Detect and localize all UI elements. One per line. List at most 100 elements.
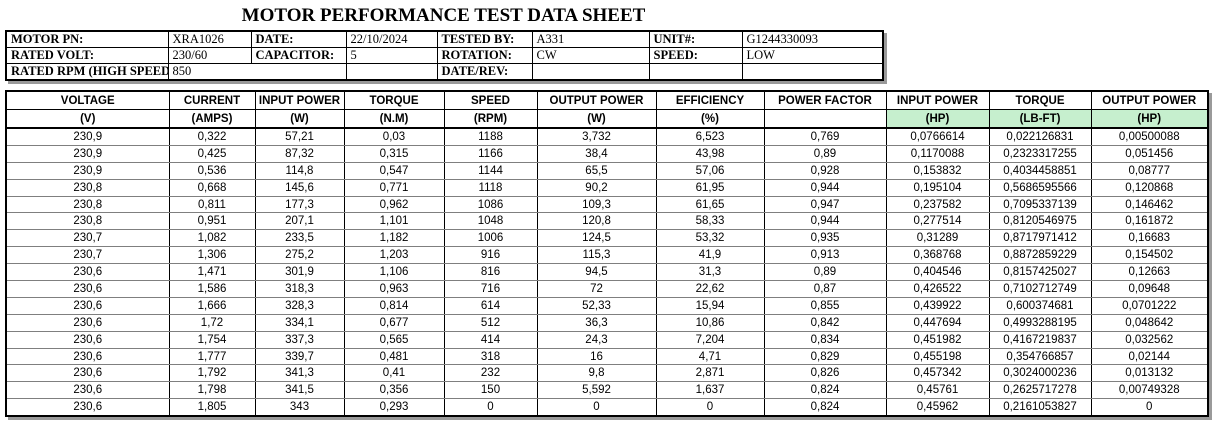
cell-input-power: 0,237582 <box>885 195 990 214</box>
cell-voltage: 230,6 <box>5 296 170 315</box>
info-value-a331: A331 <box>531 30 650 48</box>
table-row: 230,7 1,082 233,5 1,182 1006 124,5 53,32 0,935 0… <box>5 229 1209 248</box>
cell-speed: 614 <box>443 296 538 315</box>
table-row: 230,8 0,668 145,6 0,771 1118 90,2 61,95 0,944 0,… <box>5 178 1209 197</box>
cell-torque: 0,7095337139 <box>988 195 1092 214</box>
cell-power-factor: 0,928 <box>763 161 887 180</box>
info-value-g1244330093: G1244330093 <box>741 30 884 48</box>
cell-input-power: 114,8 <box>254 161 345 180</box>
cell-output-power: 0,154502 <box>1090 246 1209 265</box>
info-value-230-60: 230/60 <box>167 47 252 64</box>
cell-input-power: 57,21 <box>254 126 345 146</box>
col-header-current-2: CURRENT <box>168 90 256 110</box>
cell-torque: 0,354766857 <box>988 347 1092 366</box>
cell-voltage: 230,7 <box>5 229 170 248</box>
cell-efficiency: 15,94 <box>655 296 765 315</box>
cell-current: 0,425 <box>168 144 256 163</box>
cell-current: 1,082 <box>168 229 256 248</box>
col-header-voltage-1: VOLTAGE <box>5 90 170 110</box>
cell-current: 0,951 <box>168 212 256 231</box>
cell-torque: 0,3024000236 <box>988 364 1092 383</box>
cell-torque: 0,963 <box>343 280 445 298</box>
cell-current: 1,792 <box>168 364 256 383</box>
table-row: 230,6 1,666 328,3 0,814 614 52,33 15,94 0,855 0,… <box>5 296 1209 315</box>
cell-efficiency: 31,3 <box>655 263 765 282</box>
cell-power-factor: 0,834 <box>763 330 887 349</box>
cell-efficiency: 53,32 <box>655 229 765 248</box>
cell-output-power: 16 <box>536 347 657 366</box>
cell-torque: 0,547 <box>343 161 445 180</box>
cell-input-power: 0,45962 <box>885 398 990 417</box>
cell-speed: 1118 <box>443 178 538 197</box>
cell-output-power: 0,051456 <box>1090 144 1209 163</box>
cell-input-power: 301,9 <box>254 263 345 282</box>
cell-output-power: 0,146462 <box>1090 195 1209 214</box>
col-header-speed-5: SPEED <box>443 90 538 110</box>
cell-torque: 0,481 <box>343 347 445 366</box>
cell-output-power: 0,161872 <box>1090 212 1209 231</box>
cell-input-power: 0,439922 <box>885 296 990 315</box>
cell-input-power: 233,5 <box>254 229 345 248</box>
info-value-empty <box>648 63 743 81</box>
cell-torque: 0,677 <box>343 313 445 332</box>
info-value-empty <box>345 63 438 81</box>
table-row: 230,6 1,777 339,7 0,481 318 16 4,71 0,829 0,4551… <box>5 347 1209 366</box>
cell-efficiency: 41,9 <box>655 246 765 265</box>
cell-output-power: 0,12663 <box>1090 263 1209 282</box>
info-label-unit: UNIT#: <box>648 30 743 48</box>
cell-output-power: 90,2 <box>536 178 657 197</box>
table-row: 230,6 1,586 318,3 0,963 716 72 22,62 0,87 0,4265… <box>5 280 1209 298</box>
info-label-rotation: ROTATION: <box>436 47 533 64</box>
col-unit-current-2: (AMPS) <box>168 109 256 129</box>
cell-power-factor: 0,89 <box>763 263 887 282</box>
cell-efficiency: 6,523 <box>655 126 765 146</box>
cell-input-power: 0,447694 <box>885 313 990 332</box>
cell-output-power: 0,16683 <box>1090 229 1209 248</box>
col-unit-torque-10: (LB-FT) <box>988 109 1092 129</box>
cell-input-power: 0,404546 <box>885 263 990 282</box>
col-unit-voltage-1: (V) <box>5 109 170 129</box>
cell-power-factor: 0,89 <box>763 144 887 163</box>
table-row: 230,6 1,471 301,9 1,106 816 94,5 31,3 0,89 0,404… <box>5 263 1209 282</box>
col-header-efficiency-7: EFFICIENCY <box>655 90 765 110</box>
cell-torque: 0,600374681 <box>988 296 1092 315</box>
table-row: 230,6 1,805 343 0,293 0 0 0 0,824 0,45962 0,21610… <box>5 398 1209 417</box>
cell-input-power: 207,1 <box>254 212 345 231</box>
cell-power-factor: 0,824 <box>763 398 887 417</box>
cell-output-power: 38,4 <box>536 144 657 163</box>
cell-output-power: 0,120868 <box>1090 178 1209 197</box>
info-value-5: 5 <box>345 47 438 64</box>
info-row: MOTOR PN: XRA1026 DATE: 22/10/2024 TESTED BY… <box>5 30 884 48</box>
col-unit-output-power-11: (HP) <box>1090 109 1209 129</box>
cell-speed: 1166 <box>443 144 538 163</box>
cell-speed: 512 <box>443 313 538 332</box>
cell-output-power: 0,02144 <box>1090 347 1209 366</box>
cell-efficiency: 61,65 <box>655 195 765 214</box>
col-unit-efficiency-7: (%) <box>655 109 765 129</box>
cell-current: 1,666 <box>168 296 256 315</box>
cell-speed: 916 <box>443 246 538 265</box>
cell-speed: 150 <box>443 381 538 400</box>
table-row: 230,9 0,425 87,32 0,315 1166 38,4 43,98 0,89 0,1… <box>5 144 1209 163</box>
info-value-empty <box>741 63 884 81</box>
col-header-output-power-6: OUTPUT POWER <box>536 90 657 110</box>
cell-voltage: 230,6 <box>5 398 170 417</box>
col-header-output-power-11: OUTPUT POWER <box>1090 90 1209 110</box>
cell-input-power: 0,195104 <box>885 178 990 197</box>
col-header-input-power-3: INPUT POWER <box>254 90 345 110</box>
cell-output-power: 94,5 <box>536 263 657 282</box>
cell-speed: 816 <box>443 263 538 282</box>
cell-output-power: 0,00749328 <box>1090 381 1209 400</box>
info-label-motor-pn: MOTOR PN: <box>5 30 169 48</box>
cell-output-power: 0,048642 <box>1090 313 1209 332</box>
cell-efficiency: 0 <box>655 398 765 417</box>
col-unit-torque-4: (N.M) <box>343 109 445 129</box>
info-label-speed: SPEED: <box>648 47 743 64</box>
cell-efficiency: 43,98 <box>655 144 765 163</box>
cell-output-power: 9,8 <box>536 364 657 383</box>
column-unit-row: (V) (AMPS) (W) (N.M) (RPM) (W) (%) (HP) (LB-FT)(… <box>5 109 1209 129</box>
performance-data-table: VOLTAGE CURRENT INPUT POWER TORQUE SPEED OUTP… <box>5 90 1209 418</box>
table-row: 230,7 1,306 275,2 1,203 916 115,3 41,9 0,913 0,3… <box>5 246 1209 265</box>
cell-torque: 0,8717971412 <box>988 229 1092 248</box>
col-header-torque-4: TORQUE <box>343 90 445 110</box>
